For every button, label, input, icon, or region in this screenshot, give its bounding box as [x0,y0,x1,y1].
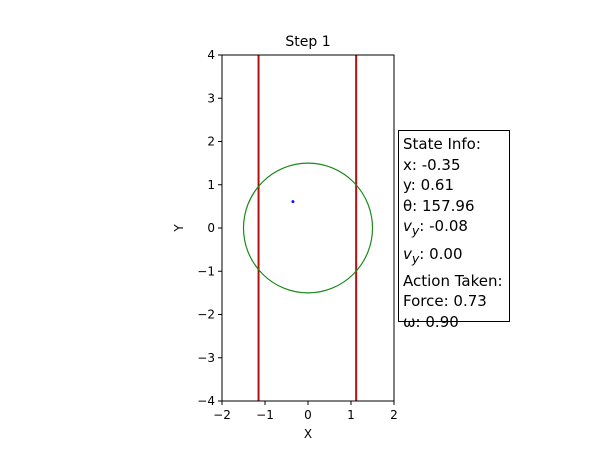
state-velocity-2: vy: 0.00 [403,242,509,271]
x-tick-label: −2 [213,408,231,422]
y-tick-label: 1 [207,178,215,192]
x-tick-label: 0 [304,408,312,422]
state-velocity-1: vy: -0.08 [403,216,509,242]
plot-frame [221,54,395,402]
y-tick-label: −4 [197,394,215,408]
state-info-box: State Info: x: -0.35 y: 0.61 θ: 157.96 v… [398,130,510,331]
y-axis-label: Y [172,224,186,233]
agent-marker [291,200,295,204]
velocity-symbol: v [403,217,412,235]
velocity-2-value: : 0.00 [419,244,463,263]
action-omega-value: ω: 0.90 [403,312,459,331]
plot-title: Step 1 [285,34,330,50]
y-tick-label: 4 [207,48,215,62]
x-axis-label: X [304,427,312,441]
action-force-value: Force: 0.73 [403,292,487,310]
action-header: Action Taken: [403,271,503,290]
y-tick-label: −2 [197,308,215,322]
y-tick-label: −3 [197,351,215,365]
y-tick-label: 2 [207,135,215,149]
x-tick-label: −1 [256,408,274,422]
velocity-symbol: v [403,244,412,263]
x-tick-label: 1 [347,408,355,422]
y-tick-label: 3 [207,91,215,105]
y-tick-label: 0 [207,221,215,235]
state-y-value: y: 0.61 [403,176,455,194]
velocity-1-value: : -0.08 [419,217,468,235]
state-x-value: x: -0.35 [403,155,461,174]
velocity-subscript: y [411,250,420,266]
x-tick-label: 2 [390,408,398,422]
state-theta-value: θ: 157.96 [403,196,475,215]
state-info-header: State Info: [403,135,481,153]
y-tick-label: −1 [197,264,215,278]
velocity-subscript: y [411,223,420,238]
goal-circle [242,162,374,294]
